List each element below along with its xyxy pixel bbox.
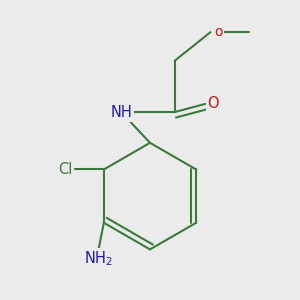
Text: NH: NH bbox=[110, 105, 132, 120]
Text: o: o bbox=[214, 25, 222, 39]
Text: Cl: Cl bbox=[58, 162, 72, 177]
Text: NH$_2$: NH$_2$ bbox=[84, 249, 113, 268]
Text: O: O bbox=[207, 96, 219, 111]
